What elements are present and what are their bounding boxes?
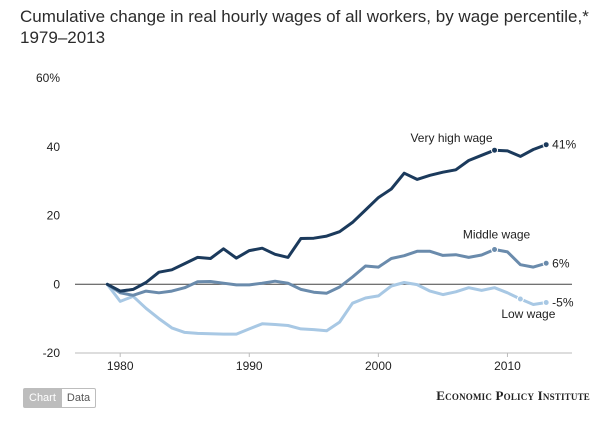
series-marker-middle-wage (491, 246, 499, 254)
chart-title: Cumulative change in real hourly wages o… (20, 6, 600, 48)
chart-title-line-2: 1979–2013 (20, 28, 106, 47)
series-label-middle-wage: Middle wage (463, 228, 531, 242)
series-end-marker-middle-wage (542, 259, 550, 267)
tab-chart[interactable]: Chart (23, 388, 62, 408)
series-label-low-wage: Low wage (501, 307, 555, 321)
y-tick-label: 40 (47, 140, 61, 154)
view-tabs: Chart Data (23, 388, 97, 408)
series-end-label-middle-wage: 6% (552, 256, 570, 270)
series-label-very-high-wage: Very high wage (410, 131, 492, 145)
y-tick-label: 60% (36, 71, 60, 85)
x-tick-label: 2000 (365, 359, 392, 373)
y-tick-label: 0 (53, 277, 60, 291)
series-end-label-low-wage: -5% (552, 295, 574, 309)
x-tick-label: 1990 (236, 359, 263, 373)
source-credit: Economic Policy Institute (436, 388, 590, 403)
series-line-very-high-wage (105, 143, 548, 293)
series-end-marker-low-wage (542, 298, 550, 306)
tab-data[interactable]: Data (61, 388, 97, 408)
chart-title-line-1: Cumulative change in real hourly wages o… (20, 7, 589, 26)
series-marker-very-high-wage (491, 146, 499, 154)
y-tick-label: -20 (43, 346, 61, 360)
y-tick-label: 20 (47, 209, 61, 223)
series-line-low-wage (105, 281, 548, 336)
x-tick-label: 2010 (494, 359, 521, 373)
x-tick-label: 1980 (107, 359, 134, 373)
series-end-label-very-high-wage: 41% (552, 138, 576, 152)
series-line-middle-wage (105, 248, 548, 297)
series-end-marker-very-high-wage (542, 141, 550, 149)
series-marker-low-wage (516, 295, 524, 303)
